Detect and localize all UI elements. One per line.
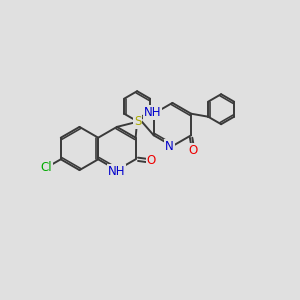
Text: N: N <box>165 140 174 153</box>
Text: NH: NH <box>143 106 161 119</box>
Text: O: O <box>147 154 156 167</box>
Text: Cl: Cl <box>41 161 52 174</box>
Text: NH: NH <box>108 165 126 178</box>
Text: O: O <box>188 144 197 157</box>
Text: S: S <box>134 115 142 128</box>
